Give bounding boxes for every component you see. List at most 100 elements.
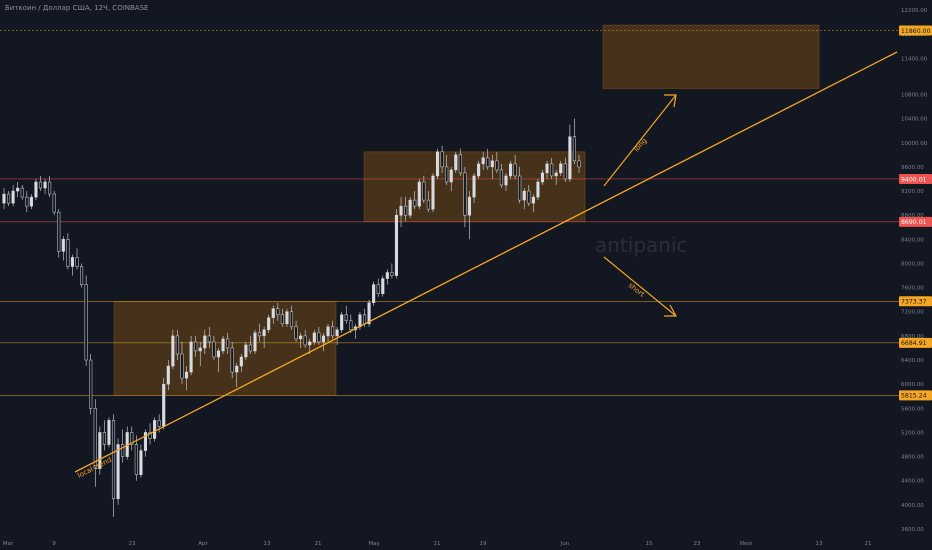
candle[interactable] [248, 335, 252, 354]
candle[interactable] [153, 417, 157, 442]
candle[interactable] [554, 169, 558, 186]
candle[interactable] [111, 414, 116, 517]
candle[interactable] [66, 233, 70, 270]
candle[interactable] [317, 326, 321, 345]
candle[interactable] [239, 353, 243, 373]
candle[interactable] [454, 151, 458, 173]
candle[interactable] [449, 166, 453, 192]
candle[interactable] [130, 426, 134, 451]
candle[interactable] [435, 148, 440, 179]
candle[interactable] [404, 197, 408, 222]
candle[interactable] [481, 151, 485, 170]
short-arrow[interactable] [603, 256, 678, 317]
candle[interactable] [440, 145, 444, 173]
candle[interactable] [522, 188, 526, 210]
candle[interactable] [207, 326, 211, 348]
candle[interactable] [335, 326, 339, 345]
candle[interactable] [417, 178, 421, 210]
trendline[interactable] [74, 51, 898, 473]
candle[interactable] [376, 278, 380, 297]
candle[interactable] [221, 335, 225, 354]
candle[interactable] [143, 429, 148, 457]
candle[interactable] [422, 175, 426, 204]
candle[interactable] [527, 185, 531, 207]
candle[interactable] [289, 305, 294, 330]
candle[interactable] [540, 169, 545, 186]
candle[interactable] [198, 341, 202, 367]
candle[interactable] [390, 263, 394, 279]
candle[interactable] [344, 305, 348, 324]
zone-range-1[interactable] [113, 301, 337, 396]
candle[interactable] [349, 314, 353, 333]
candle[interactable] [16, 181, 20, 198]
candle[interactable] [568, 124, 572, 182]
candle[interactable] [7, 191, 11, 207]
candle[interactable] [203, 329, 207, 354]
candle[interactable] [258, 323, 262, 342]
candle[interactable] [139, 444, 143, 478]
candle[interactable] [93, 399, 97, 487]
candle[interactable] [226, 332, 230, 354]
candle[interactable] [372, 281, 376, 306]
candle[interactable] [194, 335, 198, 358]
candle[interactable] [490, 154, 494, 179]
candle[interactable] [102, 420, 106, 451]
candle[interactable] [577, 154, 581, 173]
candle[interactable] [20, 185, 24, 201]
candle[interactable] [312, 329, 316, 345]
candle[interactable] [467, 191, 472, 240]
candle[interactable] [235, 363, 239, 388]
candle[interactable] [171, 329, 175, 370]
time-axis[interactable]: Mar 9 23 Apr 13 21 May 11 19 Jun 15 23 Июл 13 21 [3, 541, 872, 547]
candle[interactable] [303, 329, 307, 348]
candle[interactable] [89, 353, 93, 415]
candle[interactable] [134, 435, 138, 481]
candle[interactable] [34, 178, 38, 201]
candle[interactable] [253, 329, 257, 354]
candle[interactable] [84, 275, 88, 367]
candle[interactable] [280, 308, 284, 327]
candle[interactable] [230, 341, 234, 379]
candle[interactable] [563, 157, 567, 182]
candle[interactable] [75, 248, 79, 270]
candle[interactable] [477, 160, 481, 179]
candle[interactable] [504, 172, 508, 192]
candle[interactable] [299, 332, 303, 348]
candle[interactable] [48, 175, 52, 198]
candle[interactable] [107, 417, 111, 448]
candle[interactable] [285, 308, 289, 327]
candle[interactable] [11, 185, 15, 207]
candle[interactable] [513, 154, 517, 179]
candle[interactable] [531, 194, 535, 213]
candle[interactable] [43, 178, 47, 195]
candle[interactable] [508, 160, 513, 179]
candle[interactable] [495, 151, 499, 173]
candle[interactable] [162, 378, 166, 430]
candle[interactable] [545, 160, 549, 179]
candle[interactable] [175, 329, 179, 361]
candle[interactable] [326, 323, 330, 342]
long-arrow[interactable] [603, 94, 677, 187]
candle[interactable] [121, 429, 125, 463]
candle[interactable] [38, 175, 43, 192]
candle[interactable] [212, 335, 216, 361]
candle[interactable] [216, 347, 221, 373]
candle[interactable] [166, 360, 170, 391]
candle[interactable] [472, 172, 476, 204]
candle[interactable] [486, 148, 490, 170]
candle[interactable] [408, 197, 412, 219]
candle[interactable] [463, 166, 467, 228]
candle[interactable] [80, 263, 84, 288]
candle[interactable] [340, 311, 344, 333]
candle[interactable] [57, 209, 61, 258]
candle[interactable] [267, 314, 271, 333]
candle[interactable] [536, 178, 540, 201]
candle[interactable] [381, 275, 385, 297]
candle[interactable] [385, 269, 389, 285]
candle[interactable] [518, 166, 522, 204]
candle[interactable] [431, 172, 435, 213]
candle[interactable] [244, 341, 248, 361]
candle[interactable] [98, 426, 102, 475]
candle[interactable] [271, 305, 275, 324]
